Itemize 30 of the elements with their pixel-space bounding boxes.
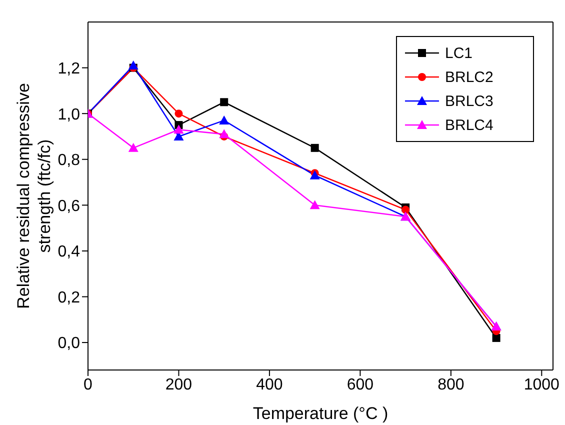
point	[219, 115, 230, 124]
y-tick-label: 0,6	[58, 198, 80, 215]
x-tick-label: 600	[346, 376, 374, 394]
x-axis-title: Temperature (°C )	[252, 404, 388, 423]
legend-label: BRLC4	[445, 116, 494, 134]
y-tick-label: 0,2	[58, 289, 80, 306]
point	[174, 110, 183, 118]
point	[310, 200, 320, 210]
point	[219, 129, 230, 138]
point	[402, 206, 410, 214]
y-axis-title: Relative residual compressive strength (ftc/fc)	[14, 83, 54, 309]
legend-label: BRLC3	[445, 92, 494, 110]
x-tick-label: 800	[438, 376, 464, 394]
y-tick-label: 1,0	[58, 106, 80, 124]
y-tick-label: 0,4	[58, 244, 80, 261]
legend-label: BRLC2	[445, 68, 494, 86]
y-tick-label: 1,2	[58, 60, 80, 78]
point	[128, 60, 138, 70]
point	[492, 334, 500, 342]
x-tick-label: 0	[84, 376, 93, 394]
point	[128, 142, 138, 152]
legend-label: LC1	[445, 44, 473, 62]
point	[220, 98, 228, 106]
point	[310, 144, 319, 152]
x-tick-label: 400	[256, 376, 283, 394]
y-tick-label: 0,8	[58, 152, 80, 170]
y-tick-label: 0,0	[58, 335, 80, 352]
x-tick-label: 1000	[524, 376, 560, 394]
x-tick-label: 200	[165, 376, 192, 394]
point	[174, 124, 184, 134]
